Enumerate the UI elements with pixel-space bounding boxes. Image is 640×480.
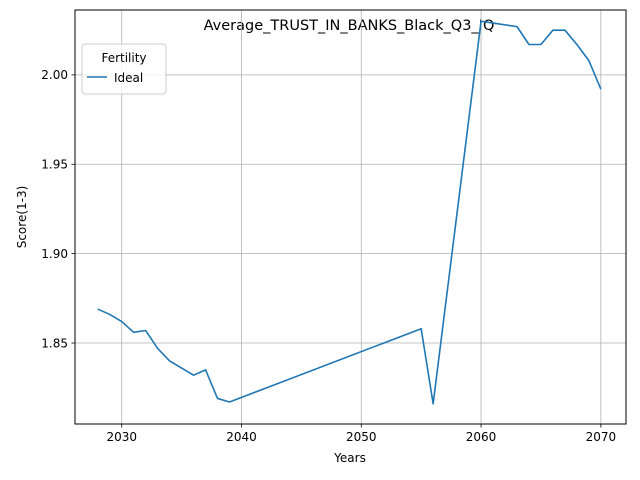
y-axis: 1.85 1.90 1.95 2.00	[41, 68, 75, 350]
x-axis: 2030 2040 2050 2060 2070	[106, 424, 616, 444]
x-tick-label: 2050	[346, 430, 377, 444]
legend-box	[81, 43, 167, 95]
plot-frame	[74, 9, 627, 425]
x-tick-label: 2060	[466, 430, 497, 444]
x-tick-label: 2040	[226, 430, 257, 444]
y-axis-label: Score(1-3)	[15, 186, 29, 249]
legend-entry-label: Ideal	[114, 71, 143, 85]
legend-title: Fertility	[101, 51, 146, 65]
series-layer	[97, 20, 602, 405]
y-tick-label: 1.85	[41, 336, 68, 350]
x-tick-label: 2070	[586, 430, 617, 444]
legend: Fertility Ideal	[81, 43, 167, 95]
x-tick-label: 2030	[106, 430, 137, 444]
series-line-ideal	[97, 20, 602, 405]
y-tick-label: 1.90	[41, 247, 68, 261]
chart-title: Average_TRUST_IN_BANKS_Black_Q3_IQ	[204, 18, 495, 34]
y-tick-label: 1.95	[41, 158, 68, 172]
x-axis-label: Years	[333, 451, 366, 465]
y-tick-label: 2.00	[41, 68, 68, 82]
grid	[75, 10, 626, 424]
